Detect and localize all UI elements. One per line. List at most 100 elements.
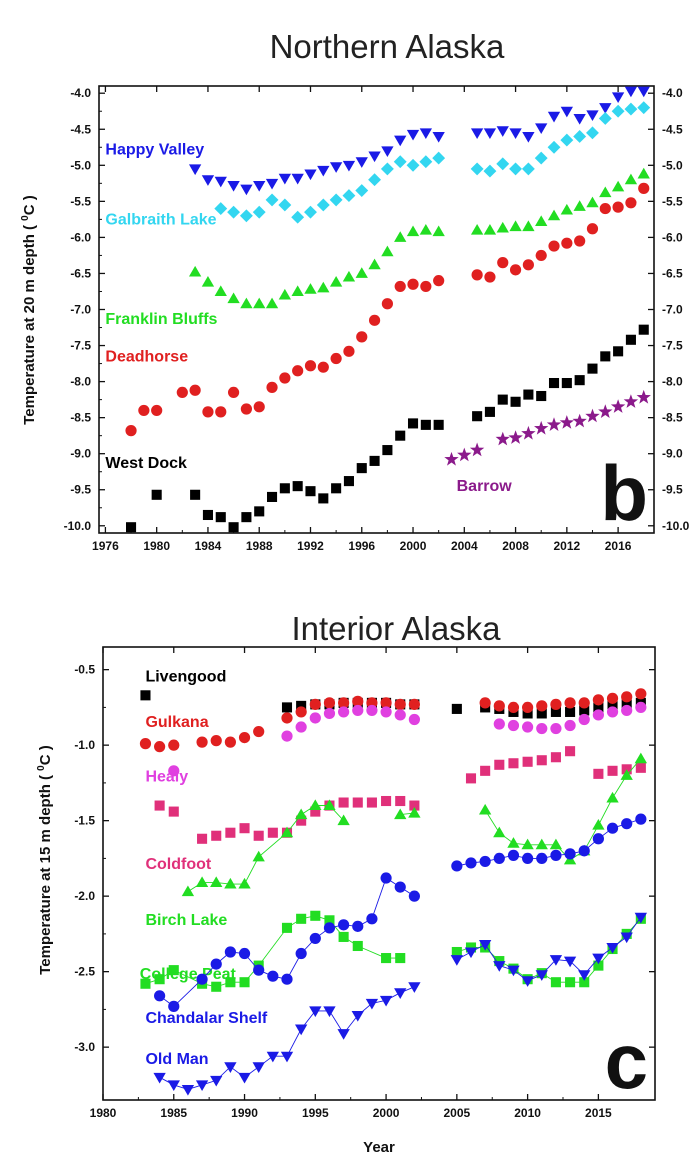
data-point — [380, 162, 394, 176]
data-point — [470, 162, 484, 176]
data-point — [181, 885, 195, 897]
data-point — [550, 706, 561, 717]
data-point — [368, 151, 381, 163]
x-tick-label: 1980 — [90, 1106, 117, 1120]
right-y-tick-label: -7.0 — [662, 303, 683, 317]
data-point — [606, 822, 619, 834]
data-point — [188, 265, 202, 277]
series-galbraith-lake — [214, 101, 651, 224]
y-tick-label: -9.5 — [70, 483, 91, 497]
data-point — [565, 706, 576, 717]
data-point — [281, 702, 293, 713]
data-point — [606, 791, 619, 803]
data-point — [587, 363, 598, 374]
data-point — [211, 830, 222, 841]
data-point — [508, 758, 519, 769]
x-axis-label: Year — [363, 1139, 395, 1153]
data-point — [497, 257, 509, 269]
panel-northern-alaska: Northern Alaska 1976 1980 1984 1988 1992 1996 2… — [20, 28, 690, 553]
data-point — [167, 1080, 180, 1092]
data-point — [624, 102, 638, 116]
data-point — [323, 697, 336, 709]
data-point — [444, 451, 459, 466]
data-point — [420, 280, 432, 293]
data-point — [281, 973, 293, 985]
data-point — [379, 995, 393, 1007]
data-point — [574, 235, 586, 247]
data-point — [611, 104, 625, 118]
right-y-tick-label: -10.0 — [662, 519, 690, 533]
data-point — [621, 691, 633, 703]
data-point — [139, 738, 152, 750]
data-point — [465, 942, 477, 953]
data-point — [309, 932, 321, 945]
data-point — [296, 815, 307, 826]
series-label: Coldfoot — [145, 856, 211, 873]
data-point — [395, 430, 406, 441]
data-point — [195, 876, 209, 888]
data-point — [585, 408, 600, 423]
data-point — [253, 830, 264, 841]
data-point — [168, 1000, 180, 1012]
x-tick-label: 2016 — [605, 539, 632, 553]
data-point — [140, 690, 151, 701]
data-point — [606, 706, 619, 718]
data-point — [381, 298, 393, 310]
data-point — [433, 275, 445, 287]
data-point — [493, 961, 506, 972]
data-point — [324, 915, 335, 926]
data-point — [496, 126, 509, 137]
x-tick-label: 2005 — [443, 1106, 470, 1120]
data-point — [224, 1062, 237, 1073]
data-point — [227, 181, 240, 192]
data-point — [292, 365, 304, 377]
series-line — [187, 805, 344, 892]
data-point — [634, 752, 648, 764]
data-point — [621, 818, 633, 830]
data-point — [310, 806, 321, 817]
right-y-tick-label: -5.5 — [662, 194, 683, 208]
data-point — [309, 1006, 322, 1018]
data-point — [561, 377, 572, 389]
data-point — [409, 800, 420, 811]
data-point — [253, 181, 266, 192]
data-point — [469, 442, 485, 457]
series-happy-valley — [188, 86, 650, 196]
data-point — [294, 1024, 308, 1036]
data-point — [343, 345, 355, 357]
data-point — [239, 977, 250, 988]
data-point — [495, 431, 510, 446]
data-point — [252, 850, 265, 862]
series-line — [159, 986, 415, 1090]
data-point — [550, 977, 561, 988]
data-point — [214, 176, 227, 188]
data-point — [153, 1072, 166, 1084]
y-tick-label: -10.0 — [64, 519, 92, 533]
series-healy — [168, 701, 647, 777]
data-point — [211, 981, 222, 992]
data-point — [304, 360, 317, 372]
data-point — [599, 103, 612, 114]
data-point — [355, 157, 368, 168]
data-point — [252, 1062, 265, 1073]
data-point — [536, 390, 547, 402]
data-point — [253, 401, 265, 413]
x-tick-label: 1980 — [143, 539, 170, 553]
data-point — [610, 399, 626, 413]
x-tick-label: 2000 — [373, 1106, 400, 1120]
data-point — [329, 275, 343, 287]
x-tick-label: 1992 — [297, 539, 324, 553]
data-point — [521, 976, 534, 987]
data-point — [140, 978, 151, 989]
data-point — [352, 704, 364, 717]
data-point — [214, 285, 227, 296]
data-point — [536, 755, 547, 766]
data-point — [549, 838, 563, 850]
right-y-tick-label: -4.0 — [662, 86, 683, 100]
data-point — [522, 701, 534, 714]
data-point — [196, 736, 208, 748]
x-tick-label: 2010 — [514, 1106, 541, 1120]
data-point — [393, 155, 407, 169]
data-point — [579, 977, 590, 988]
data-point — [484, 406, 495, 417]
